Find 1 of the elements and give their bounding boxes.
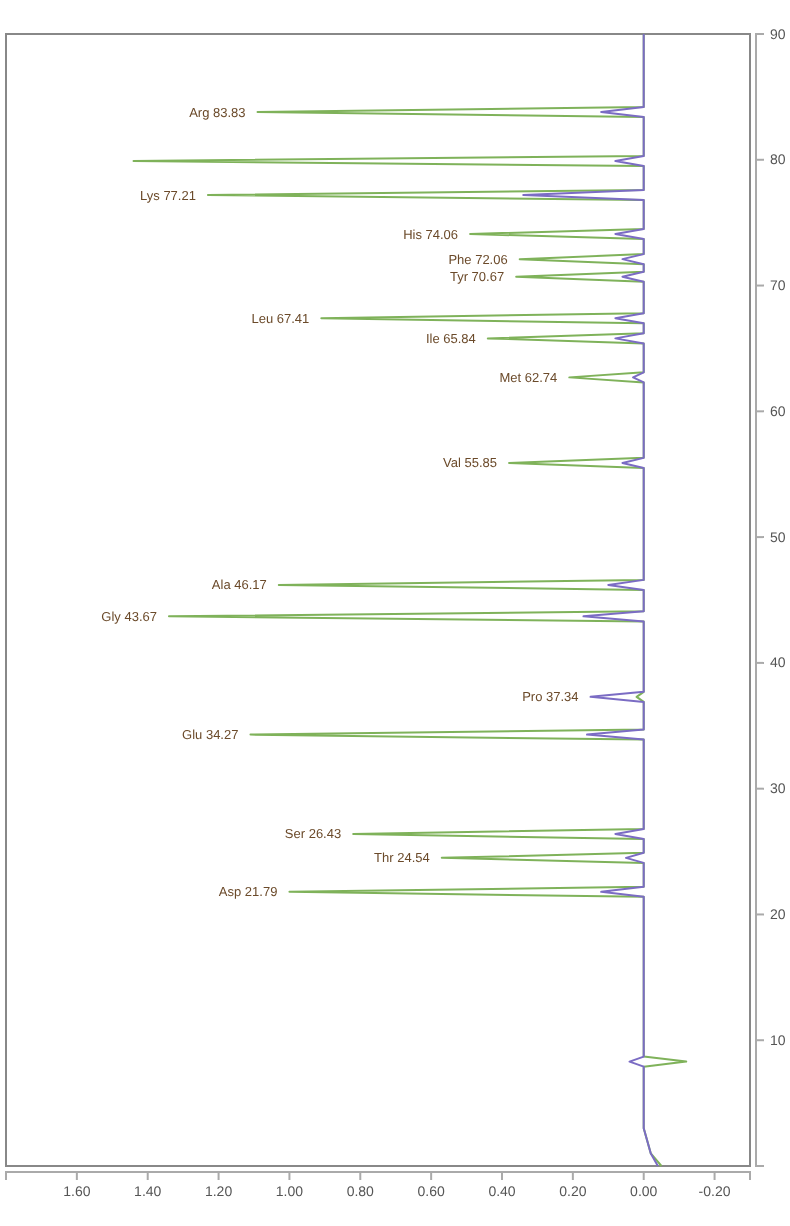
- line-series: [522, 33, 659, 1167]
